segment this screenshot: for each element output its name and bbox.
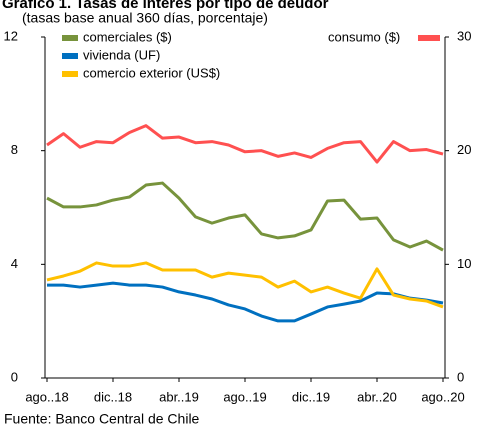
- legend-swatch: [62, 53, 78, 59]
- legend-swatch: [418, 35, 440, 41]
- y-tick-label: 4: [11, 256, 18, 271]
- x-tick-label: ago..19: [223, 389, 266, 404]
- series-line: [46, 181, 444, 252]
- x-tick-label: abr..19: [159, 389, 199, 404]
- legend-label: consumo ($): [328, 29, 400, 44]
- series-line: [47, 281, 444, 323]
- series-line: [46, 124, 444, 164]
- legend-label: vivienda (UF): [83, 47, 160, 62]
- chart-title: Gráfico 1. Tasas de interés por tipo de …: [2, 0, 329, 12]
- y-tick-label: 0: [11, 369, 18, 384]
- x-tick-label: dic..18: [94, 389, 132, 404]
- legend-swatch: [62, 35, 78, 41]
- chart-source: Fuente: Banco Central de Chile: [4, 411, 200, 425]
- y2-tick-label: 20: [457, 142, 471, 157]
- y2-tick-label: 0: [457, 369, 464, 384]
- y-tick-label: 12: [4, 28, 18, 43]
- y2-tick-label: 10: [457, 256, 471, 271]
- series-line: [46, 261, 444, 309]
- x-tick-label: ago..18: [25, 389, 68, 404]
- legend-label: comerciales ($): [83, 29, 172, 44]
- y-tick-label: 8: [11, 142, 18, 157]
- x-tick-label: abr..20: [357, 389, 397, 404]
- y2-tick-label: 30: [457, 28, 471, 43]
- legend-swatch: [62, 71, 78, 77]
- x-tick-label: ago..20: [421, 389, 464, 404]
- legend-label: comercio exterior (US$): [83, 65, 220, 80]
- x-tick-label: dic..19: [292, 389, 330, 404]
- chart-subtitle: (tasas base anual 360 días, porcentaje): [22, 10, 268, 26]
